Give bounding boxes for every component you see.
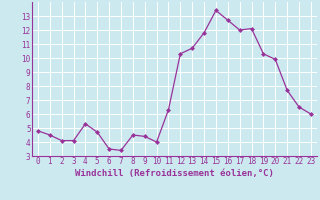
- X-axis label: Windchill (Refroidissement éolien,°C): Windchill (Refroidissement éolien,°C): [75, 169, 274, 178]
